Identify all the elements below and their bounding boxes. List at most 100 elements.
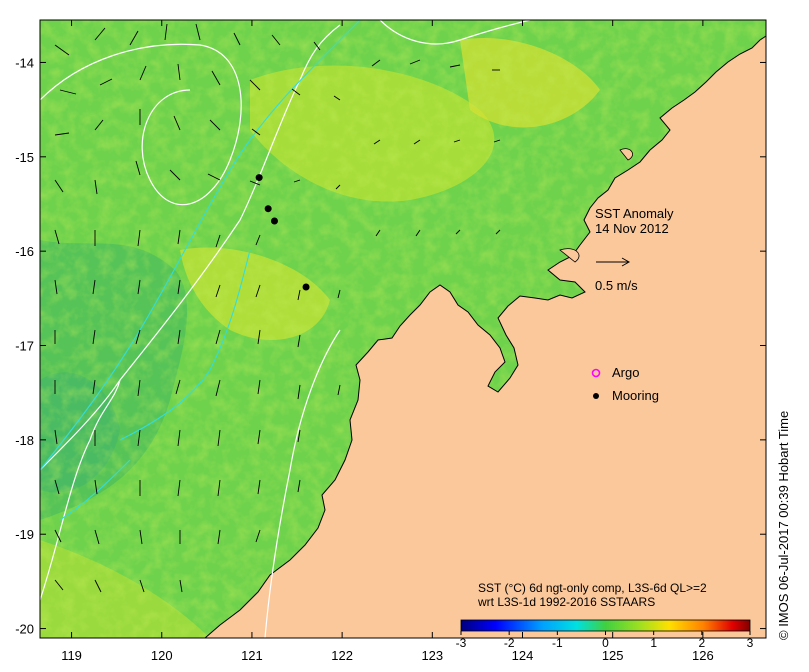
- vector-arrow: [139, 579, 145, 593]
- vector-arrow: [94, 579, 102, 593]
- vector-arrow: [59, 89, 77, 95]
- vector-arrow: [449, 64, 461, 68]
- colorbar-tick-label: -3: [456, 636, 467, 650]
- vector-arrow: [209, 119, 221, 131]
- vector-arrow: [217, 429, 221, 447]
- vector-arrow: [291, 88, 301, 96]
- map-date: 14 Nov 2012: [595, 221, 669, 236]
- vector-arrow: [169, 169, 181, 181]
- vector-arrow: [54, 279, 58, 295]
- credit-text: © IMOS 06-Jul-2017 00:39 Hobart Time: [776, 410, 791, 640]
- vector-arrow: [215, 329, 221, 345]
- vector-arrow: [409, 59, 421, 65]
- bathymetry-line: [40, 20, 361, 471]
- vector-arrow: [99, 78, 113, 86]
- x-tick-label: 126: [692, 648, 714, 663]
- vector-arrow: [297, 289, 301, 301]
- bathymetry-line: [59, 459, 131, 521]
- vector-arrow: [271, 34, 281, 46]
- argo-marker-icon: [591, 368, 601, 378]
- x-tick-label: 119: [61, 648, 82, 663]
- x-axis: 119 120 121 122 123 124 125 126: [61, 20, 714, 663]
- vector-arrow: [257, 329, 261, 345]
- vector-arrow: [54, 229, 60, 245]
- colorbar-tick-label: 2: [698, 636, 705, 650]
- contour-line: [40, 24, 341, 471]
- colorbar-tick-label: 1: [650, 636, 657, 650]
- contour-line: [40, 379, 121, 601]
- vector-arrow: [495, 229, 501, 235]
- vector-arrow: [297, 334, 301, 348]
- vector-arrow: [215, 379, 221, 397]
- contour-line: [379, 20, 531, 45]
- vector-arrow: [297, 384, 301, 400]
- x-tick-label: 121: [241, 648, 263, 663]
- vector-arrow: [297, 429, 301, 443]
- vector-arrow: [94, 479, 98, 495]
- y-tick-label: -14: [15, 55, 34, 70]
- vector-arrow: [375, 229, 381, 237]
- vector-arrow: [217, 479, 221, 497]
- vector-arrow: [337, 384, 341, 396]
- y-tick-label: -15: [15, 150, 34, 165]
- current-vectors: [54, 23, 501, 593]
- y-tick-label: -20: [15, 622, 34, 637]
- mooring-point: [255, 174, 263, 182]
- vector-arrow: [371, 59, 381, 67]
- vector-arrow: [94, 179, 98, 195]
- vector-arrow: [139, 529, 143, 545]
- map-title: SST Anomaly: [595, 206, 674, 221]
- vector-arrow: [94, 27, 106, 41]
- vector-arrow: [177, 63, 181, 81]
- vector-arrow: [217, 529, 221, 545]
- y-tick-label: -16: [15, 244, 34, 259]
- vector-arrow: [135, 329, 141, 345]
- vector-arrow: [207, 173, 221, 181]
- vector-arrow: [333, 95, 341, 101]
- vector-arrow: [195, 23, 201, 41]
- vector-arrow: [92, 329, 96, 345]
- vector-arrow: [129, 30, 139, 46]
- vector-arrow: [177, 229, 181, 245]
- vector-arrow: [413, 139, 421, 145]
- bathymetry-contours: [40, 20, 361, 521]
- x-tick-label: 120: [151, 648, 173, 663]
- colorbar-title-line2: wrt L3S-1d 1992-2016 SSTAARS: [477, 595, 655, 609]
- x-tick-label: 124: [512, 648, 534, 663]
- vector-arrow: [249, 180, 261, 186]
- vector-arrow: [94, 529, 100, 545]
- vector-arrow: [257, 379, 261, 395]
- vector-scale-label: 0.5 m/s: [595, 278, 638, 293]
- vector-arrow: [453, 139, 461, 143]
- vector-arrow: [455, 229, 461, 235]
- vector-arrow: [54, 44, 70, 56]
- sst-field: [40, 20, 766, 638]
- vector-arrow: [137, 379, 141, 397]
- vector-arrow: [415, 229, 421, 237]
- vector-arrow: [164, 23, 168, 41]
- x-tick-label: 123: [421, 648, 443, 663]
- colorbar-tick-label: -1: [552, 636, 563, 650]
- vector-arrow: [313, 41, 321, 51]
- mooring-point: [302, 283, 310, 291]
- vector-arrow: [137, 279, 141, 295]
- vector-arrow: [139, 65, 147, 81]
- vector-arrow: [54, 179, 64, 193]
- x-tick-label: 122: [331, 648, 353, 663]
- y-tick-label: -18: [15, 433, 34, 448]
- vector-arrow: [54, 132, 70, 136]
- vector-arrow: [173, 115, 181, 131]
- colorbar-tick-label: -2: [504, 636, 515, 650]
- legend-argo-label: Argo: [612, 365, 639, 380]
- contour-line: [40, 43, 242, 206]
- vector-arrow: [54, 579, 64, 591]
- vector-arrow: [255, 529, 261, 543]
- vector-arrow: [493, 139, 501, 143]
- mooring-markers: [255, 174, 310, 291]
- vector-arrow: [251, 128, 261, 136]
- island: [559, 248, 580, 263]
- mooring-point: [270, 217, 278, 225]
- vector-arrow: [175, 379, 181, 395]
- vector-arrow: [373, 139, 381, 145]
